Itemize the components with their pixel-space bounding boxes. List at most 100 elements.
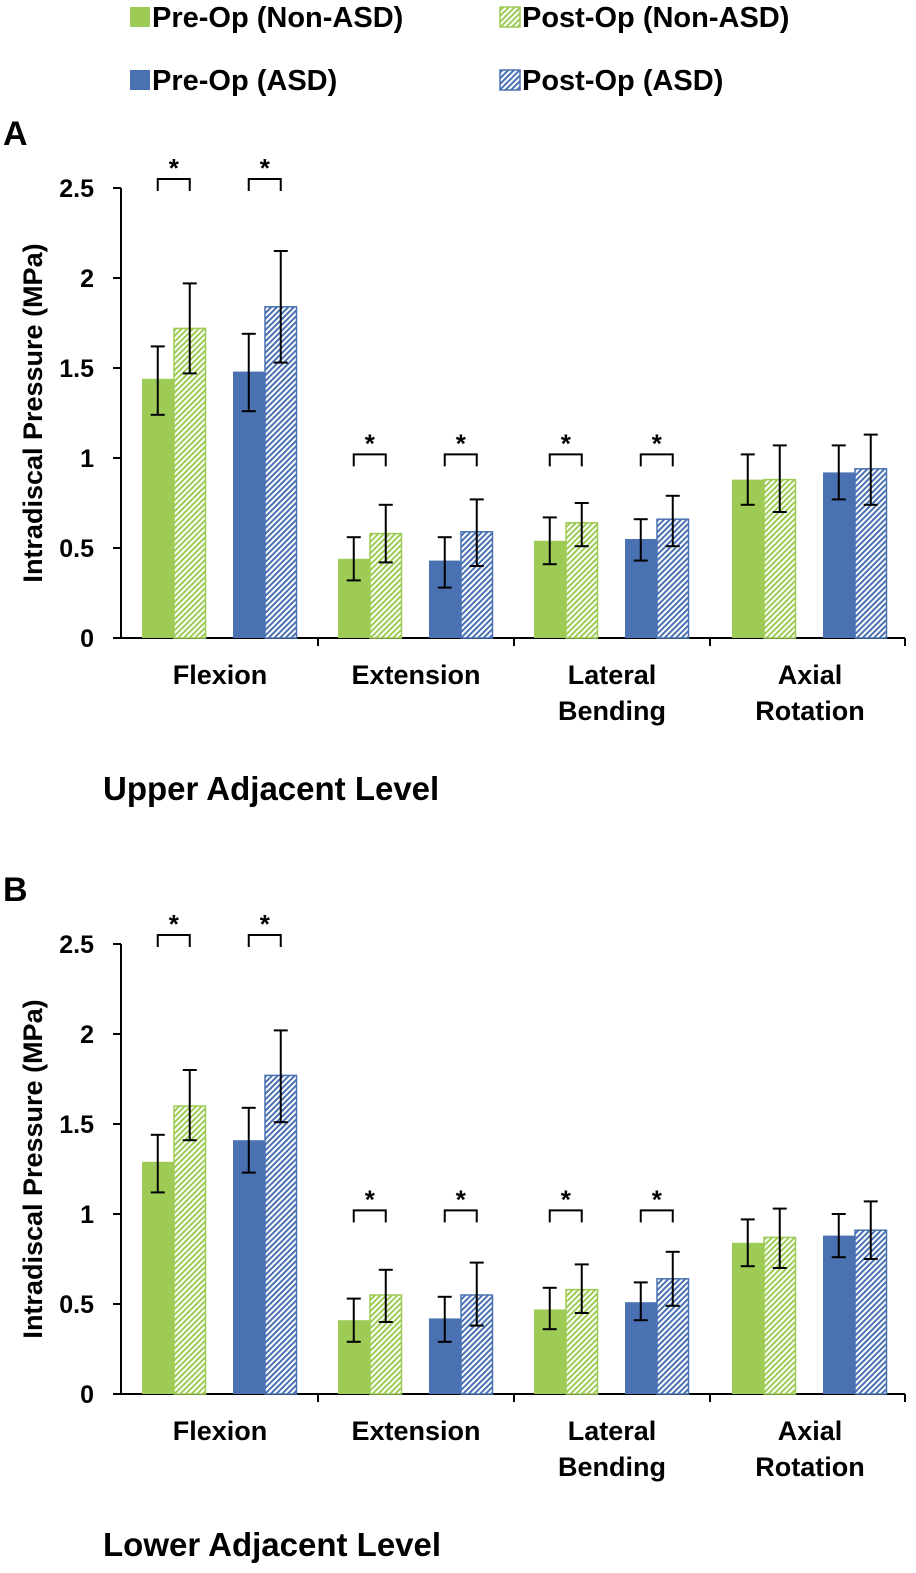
y-axis-label: Intradiscal Pressure (MPa) (18, 999, 48, 1338)
error-bar (574, 502, 589, 548)
y-tick-label: 1.5 (59, 1111, 94, 1139)
error-bar (633, 1281, 648, 1322)
significance-bracket (247, 934, 282, 947)
error-bar (831, 444, 846, 501)
error-bar (574, 1263, 589, 1314)
significance-marker: * (260, 153, 271, 183)
legend-entry: Post-Op (ASD) (522, 65, 723, 97)
bar (173, 327, 207, 639)
significance-bracket (156, 934, 191, 947)
bar (233, 1140, 265, 1394)
error-bar (241, 1106, 256, 1174)
legend-entry: Post-Op (Non-ASD) (522, 2, 789, 34)
significance-bracket (639, 453, 674, 467)
y-tick-label: 1.5 (59, 355, 94, 383)
significance-marker: * (561, 1184, 572, 1214)
legend-swatch (130, 70, 150, 90)
panel-a: A Upper Adjacent Level Intradiscal Pressur… (3, 115, 906, 807)
error-bar (542, 516, 557, 566)
error-bar (346, 536, 361, 582)
error-bar (182, 1069, 197, 1142)
y-tick-label: 0 (80, 1381, 94, 1409)
x-tick-label: Extension (351, 1416, 480, 1446)
bar (264, 1074, 298, 1395)
bar (823, 1235, 855, 1394)
error-bar (150, 345, 165, 416)
x-tick-label: Flexion (173, 660, 268, 690)
x-tick-label: Axial (778, 1416, 843, 1446)
significance-marker: * (652, 1184, 663, 1214)
error-bar (863, 1200, 878, 1260)
significance-marker: * (456, 428, 467, 458)
error-bar (665, 1250, 680, 1307)
y-tick-label: 1 (80, 1201, 94, 1229)
panel-label: A (3, 115, 28, 153)
bar (142, 1161, 174, 1394)
legend-swatch (499, 6, 521, 28)
significance-bracket (247, 178, 282, 191)
error-bar (542, 1286, 557, 1331)
bar (233, 371, 265, 638)
significance-marker: * (652, 428, 663, 458)
significance-marker: * (365, 1184, 376, 1214)
significance-marker: * (365, 428, 376, 458)
legend-swatch (499, 69, 521, 91)
significance-marker: * (561, 428, 572, 458)
y-tick-label: 2.5 (59, 175, 94, 203)
significance-marker: * (169, 153, 180, 183)
bar (142, 378, 174, 638)
error-bar (150, 1133, 165, 1194)
bar (732, 1242, 764, 1394)
significance-bracket (352, 453, 387, 467)
error-bar (469, 498, 484, 567)
y-tick-label: 2.5 (59, 931, 94, 959)
y-tick-label: 2 (80, 265, 94, 293)
significance-bracket (548, 1209, 583, 1223)
error-bar (740, 453, 755, 506)
significance-bracket (639, 1209, 674, 1223)
legend-entry: Pre-Op (Non-ASD) (152, 2, 403, 34)
x-tick-label: Flexion (173, 1416, 268, 1446)
error-bar (772, 444, 787, 513)
y-axis-label: Intradiscal Pressure (MPa) (18, 243, 48, 582)
y-tick-label: 0 (80, 625, 94, 653)
x-tick-label: Bending (558, 1452, 666, 1482)
y-tick-label: 1 (80, 445, 94, 473)
x-tick-label: Lateral (568, 1416, 657, 1446)
error-bar (273, 1029, 288, 1124)
error-bar (182, 282, 197, 375)
x-tick-label: Rotation (755, 1452, 864, 1482)
significance-marker: * (169, 909, 180, 939)
error-bar (437, 536, 452, 589)
error-bar (740, 1218, 755, 1268)
bar (173, 1105, 207, 1395)
error-bar (469, 1261, 484, 1327)
significance-bracket (548, 453, 583, 467)
bar (732, 479, 764, 638)
error-bar (437, 1295, 452, 1343)
error-bar (273, 250, 288, 364)
y-tick-label: 2 (80, 1021, 94, 1049)
legend: Pre-Op (Non-ASD) Post-Op (Non-ASD) Pre-Op … (130, 2, 789, 97)
error-bar (378, 503, 393, 564)
error-bar (378, 1268, 393, 1323)
error-bar (831, 1213, 846, 1259)
error-bar (346, 1297, 361, 1343)
error-bar (772, 1207, 787, 1269)
significance-bracket (352, 1209, 387, 1223)
x-tick-label: Axial (778, 660, 843, 690)
x-tick-label: Lateral (568, 660, 657, 690)
x-tick-label: Extension (351, 660, 480, 690)
y-tick-label: 0.5 (59, 1291, 94, 1319)
significance-bracket (156, 178, 191, 191)
panel-title: Upper Adjacent Level (103, 770, 439, 807)
significance-bracket (443, 453, 478, 467)
panel-b: B Lower Adjacent Level Intradiscal Pressur… (3, 871, 906, 1563)
legend-swatch (130, 7, 150, 27)
significance-marker: * (260, 909, 271, 939)
panel-title: Lower Adjacent Level (103, 1526, 441, 1563)
error-bar (241, 332, 256, 413)
significance-marker: * (456, 1184, 467, 1214)
panel-label: B (3, 871, 28, 909)
